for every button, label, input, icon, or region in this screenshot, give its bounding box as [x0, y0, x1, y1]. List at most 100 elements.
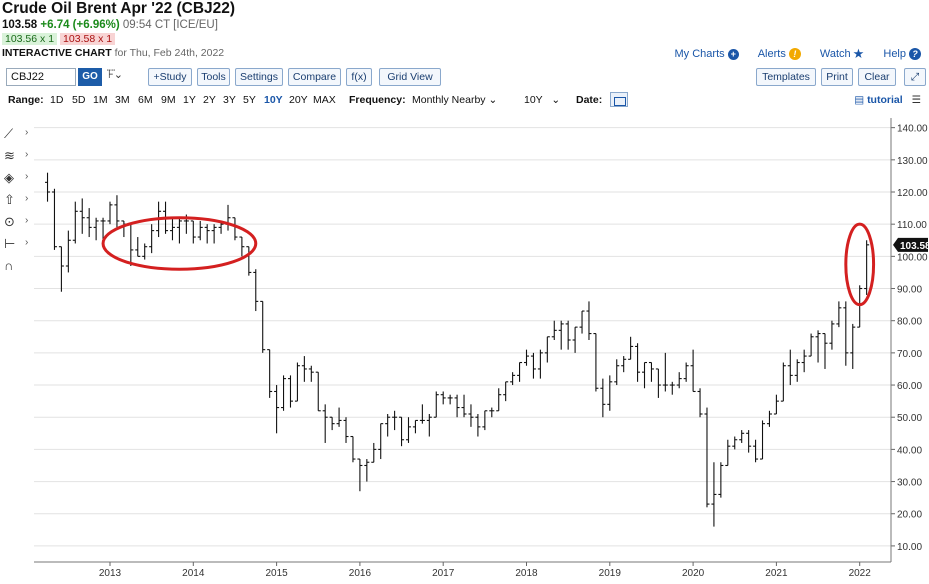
- range-10y[interactable]: 10Y: [264, 94, 283, 106]
- settings-button[interactable]: Settings: [235, 68, 283, 86]
- range-3y[interactable]: 3Y: [223, 94, 236, 106]
- ohlc-bar: [392, 410, 398, 431]
- x-tick-label: 2013: [99, 568, 122, 579]
- ohlc-bar: [294, 362, 300, 402]
- study-button[interactable]: +Study: [148, 68, 192, 86]
- page-title: Crude Oil Brent Apr '22 (CBJ22): [2, 0, 236, 17]
- ohlc-bar: [385, 414, 391, 437]
- tools-button[interactable]: Tools: [197, 68, 230, 86]
- ohlc-bar: [329, 416, 335, 431]
- ohlc-bar: [378, 423, 384, 460]
- magnet-icon: ∩: [4, 258, 14, 273]
- range-3m[interactable]: 3M: [115, 94, 130, 106]
- ohlc-bar: [51, 188, 57, 250]
- print-button[interactable]: Print: [821, 68, 853, 86]
- line-tool[interactable]: ⟋ ›: [4, 126, 32, 144]
- fx-button[interactable]: f(x): [346, 68, 372, 86]
- tutorial-link[interactable]: ▤ tutorial ☰: [854, 94, 921, 106]
- y-tick-label: 40.00: [897, 445, 922, 456]
- go-button[interactable]: GO: [78, 68, 102, 86]
- y-tick-label: 20.00: [897, 510, 922, 521]
- ohlc-bar: [760, 420, 766, 460]
- ohlc-bar: [128, 223, 134, 266]
- price-change: +6.74 (+6.96%): [40, 19, 120, 31]
- ohlc-bar: [93, 217, 99, 241]
- ohlc-bar: [551, 320, 557, 340]
- ohlc-bar: [468, 404, 474, 427]
- ohlc-bar: [114, 195, 120, 228]
- y-tick-label: 140.00: [897, 124, 928, 135]
- grid-view-button[interactable]: Grid View: [379, 68, 441, 86]
- clear-button[interactable]: Clear: [858, 68, 896, 86]
- bid-ask: 103.56 x 1 103.58 x 1: [2, 33, 116, 45]
- calendar-icon[interactable]: [610, 92, 628, 107]
- range-1m[interactable]: 1M: [93, 94, 108, 106]
- range-1y[interactable]: 1Y: [183, 94, 196, 106]
- range-max[interactable]: MAX: [313, 94, 336, 106]
- toolbar: CBJ22 GO ⊦⃜⌄ +Study Tools Settings Compa…: [0, 66, 929, 88]
- chevron-down-icon: ⌄: [488, 94, 498, 106]
- ohlc-bar: [635, 343, 641, 382]
- expand-button[interactable]: ⤢: [904, 68, 926, 86]
- ohlc-bar: [308, 365, 314, 382]
- shape-tool[interactable]: ◈ ›: [4, 170, 32, 188]
- chevron-right-icon: ›: [25, 237, 29, 248]
- alerts-link[interactable]: Alerts!: [750, 48, 801, 60]
- range-2y[interactable]: 2Y: [203, 94, 216, 106]
- templates-button[interactable]: Templates: [756, 68, 816, 86]
- ohlc-bar: [72, 201, 78, 244]
- x-tick-label: 2018: [515, 568, 538, 579]
- ohlc-bar: [253, 269, 259, 312]
- fib-tool[interactable]: ≋ ›: [4, 148, 32, 166]
- ohlc-bar: [648, 361, 654, 382]
- range-6m[interactable]: 6M: [138, 94, 153, 106]
- my-charts-link[interactable]: My Charts +: [667, 48, 739, 60]
- x-tick-label: 2017: [432, 568, 455, 579]
- period-select[interactable]: 10Y ⌄: [524, 94, 561, 106]
- arrow-tool[interactable]: ⇧ ›: [4, 192, 32, 210]
- ohlc-bar: [857, 285, 863, 328]
- text-tool[interactable]: ⊙ ›: [4, 214, 32, 232]
- ohlc-bar: [669, 381, 675, 395]
- ohlc-bar: [135, 237, 141, 257]
- ohlc-bar: [232, 217, 238, 241]
- ohlc-bar: [315, 371, 321, 412]
- ohlc-bar: [274, 385, 280, 434]
- ohlc-bar: [517, 361, 523, 382]
- ohlc-bar: [746, 430, 752, 453]
- ohlc-bar: [45, 172, 51, 202]
- ohlc-bar: [565, 320, 571, 350]
- frequency-select[interactable]: Monthly Nearby ⌄: [412, 94, 498, 106]
- ohlc-bar: [107, 201, 113, 225]
- ohlc-bar: [683, 362, 689, 382]
- magnet-tool[interactable]: ∩: [4, 258, 32, 276]
- symbol-input[interactable]: CBJ22: [6, 68, 76, 86]
- ohlc-bar: [614, 359, 620, 386]
- annotation-ellipse: [101, 216, 258, 271]
- ohlc-bar: [642, 361, 648, 389]
- ohlc-bar: [454, 394, 460, 418]
- help-link[interactable]: Help?: [875, 48, 921, 60]
- ohlc-bar: [794, 359, 800, 382]
- range-1d[interactable]: 1D: [50, 94, 64, 106]
- ohlc-bar: [662, 352, 668, 392]
- menu-icon[interactable]: ☰: [911, 94, 921, 106]
- range-5d[interactable]: 5D: [72, 94, 86, 106]
- range-9m[interactable]: 9M: [161, 94, 176, 106]
- compare-button[interactable]: Compare: [288, 68, 341, 86]
- range-5y[interactable]: 5Y: [243, 94, 256, 106]
- diamond-icon: ◈: [4, 170, 14, 185]
- ohlc-bar: [267, 349, 273, 398]
- chart-area[interactable]: 10.00 20.00 30.00 40.00 50.00 60.00 70.00 80.00…: [34, 118, 929, 584]
- ohlc-bar: [426, 414, 432, 437]
- x-tick-label: 2020: [682, 568, 705, 579]
- ohlc-bar: [850, 323, 856, 369]
- measure-tool[interactable]: ⊢ ›: [4, 236, 32, 254]
- price-chart[interactable]: 10.00 20.00 30.00 40.00 50.00 60.00 70.00 80.00…: [34, 118, 929, 579]
- range-20y[interactable]: 20Y: [289, 94, 308, 106]
- draw-tool-select[interactable]: ⊦⃜⌄: [108, 68, 123, 81]
- watch-link[interactable]: Watch ★: [819, 46, 865, 61]
- ohlc-bar: [704, 407, 710, 508]
- ohlc-bar: [725, 439, 731, 467]
- ohlc-bar: [697, 388, 703, 418]
